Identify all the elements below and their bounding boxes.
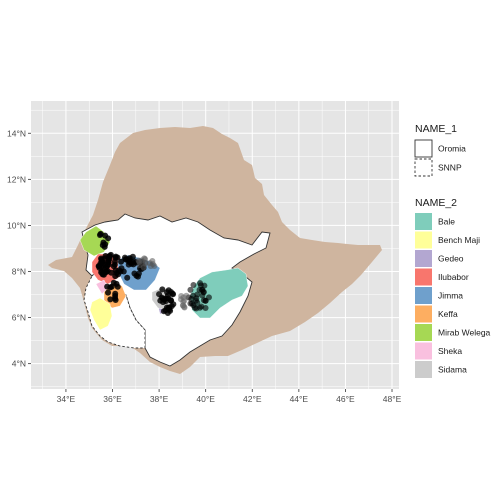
x-tick-label: 38°E <box>150 394 169 404</box>
legend-label-jimma: Jimma <box>438 291 463 301</box>
y-axis: 4°N 6°N 8°N 10°N 12°N 14°N <box>7 128 31 368</box>
sample-point <box>133 273 139 279</box>
legend-key-jimma <box>415 287 432 304</box>
sample-point <box>197 305 203 311</box>
sample-point <box>170 291 176 297</box>
legend-label-sheka: Sheka <box>438 346 462 356</box>
x-tick-label: 48°E <box>383 394 402 404</box>
legend-label-bale: Bale <box>438 217 455 227</box>
legend-key-sheka <box>415 343 432 360</box>
sample-point <box>98 255 104 261</box>
sample-point <box>107 296 113 302</box>
legend-label-mirab-welega: Mirab Welega <box>438 328 491 338</box>
legend-key-gedeo <box>415 250 432 267</box>
sample-point <box>116 267 122 273</box>
x-tick-label: 42°E <box>243 394 262 404</box>
y-tick-label: 4°N <box>12 359 26 369</box>
x-tick-label: 40°E <box>196 394 215 404</box>
sample-point <box>105 268 111 274</box>
sample-point <box>105 235 111 241</box>
sample-point <box>113 297 119 303</box>
legend-label-snnp: SNNP <box>438 163 462 173</box>
legend-key-oromia <box>415 140 432 157</box>
sample-point <box>194 300 200 306</box>
y-tick-label: 10°N <box>7 220 26 230</box>
sample-point <box>100 242 106 248</box>
legend-label-keffa: Keffa <box>438 309 458 319</box>
legend-name-1: NAME_1 Oromia SNNP <box>415 123 466 176</box>
legend-label-bench-maji: Bench Maji <box>438 235 480 245</box>
sample-point <box>190 282 196 288</box>
x-tick-label: 44°E <box>290 394 309 404</box>
sample-point <box>183 293 189 299</box>
x-tick-label: 46°E <box>336 394 355 404</box>
sample-point <box>199 287 205 293</box>
sample-point <box>168 298 174 304</box>
legend-name-2: NAME_2 Bale Bench Maji Gedeo Ilubabor Jimma K… <box>415 197 491 378</box>
legend-key-snnp <box>415 159 432 176</box>
legend-name-1-title: NAME_1 <box>415 123 457 135</box>
legend-label-oromia: Oromia <box>438 144 466 154</box>
sample-point <box>106 255 112 261</box>
y-tick-label: 12°N <box>7 174 26 184</box>
sample-point <box>151 263 157 269</box>
legend-key-bale <box>415 213 432 230</box>
legend-label-gedeo: Gedeo <box>438 254 464 264</box>
sample-point <box>156 291 162 297</box>
legend-key-sidama <box>415 361 432 378</box>
sample-point <box>126 259 132 265</box>
legend-key-ilubabor <box>415 269 432 286</box>
sample-point <box>136 259 142 265</box>
sample-point <box>165 305 171 311</box>
x-axis: 34°E 36°E 38°E 40°E 42°E 44°E 46°E 48°E <box>57 389 402 404</box>
y-tick-label: 6°N <box>12 313 26 323</box>
sample-point <box>115 254 121 260</box>
y-tick-label: 8°N <box>12 266 26 276</box>
x-tick-label: 34°E <box>57 394 76 404</box>
sample-point <box>97 232 103 238</box>
legend-key-bench-maji <box>415 232 432 249</box>
sample-point <box>180 302 186 308</box>
sample-point <box>206 294 212 300</box>
x-tick-label: 36°E <box>103 394 122 404</box>
sample-point <box>187 301 193 307</box>
legend-label-ilubabor: Ilubabor <box>438 272 469 282</box>
legend-name-2-title: NAME_2 <box>415 197 457 209</box>
sample-point <box>141 265 147 271</box>
sample-point <box>96 265 102 271</box>
legend-label-sidama: Sidama <box>438 365 467 375</box>
sample-point <box>124 275 130 281</box>
sample-point <box>165 310 171 316</box>
y-tick-label: 14°N <box>7 128 26 138</box>
legend-key-keffa <box>415 306 432 323</box>
sample-point <box>111 280 117 286</box>
sample-point <box>192 305 198 311</box>
sample-point <box>162 297 168 303</box>
sample-point <box>105 290 111 296</box>
legend-key-mirab-welega <box>415 324 432 341</box>
sample-point <box>100 271 106 277</box>
